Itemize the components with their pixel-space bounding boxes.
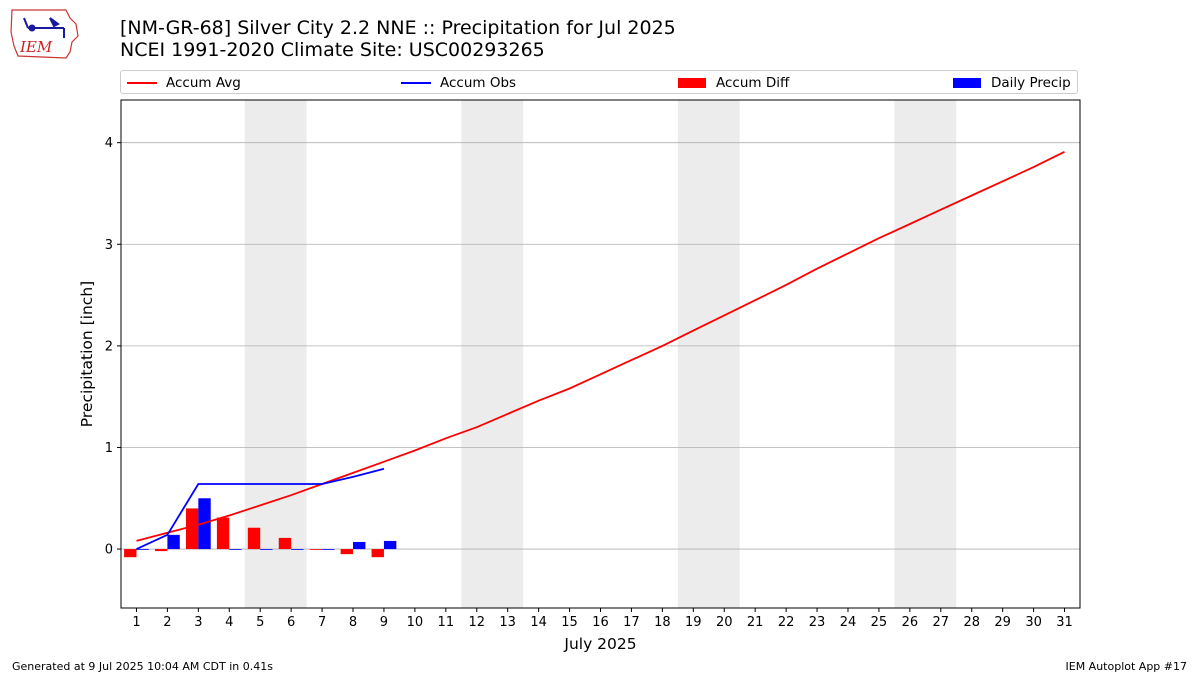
weekend-band [677,100,740,608]
accum-diff-bar [309,549,323,550]
iowa-outline-icon [10,9,79,59]
title-line-2: NCEI 1991-2020 Climate Site: USC00293265 [120,39,545,61]
y-tick-label: 4 [105,136,113,151]
weekend-band [461,100,524,608]
x-tick-label: 4 [225,615,233,630]
x-tick-label: 8 [349,615,357,630]
legend-item-accum-diff: Accum Diff [678,74,789,92]
x-tick-label: 10 [407,615,424,630]
y-tick-label: 1 [105,441,113,456]
x-tick-label: 7 [318,615,326,630]
x-tick-label: 11 [438,615,455,630]
footer-app: IEM Autoplot App #17 [1065,660,1188,673]
x-tick-label: 24 [840,615,857,630]
x-axis-label: July 2025 [563,635,636,653]
daily-precip-bar [322,549,335,550]
accum-diff-bar [155,549,168,552]
footer-generated: Generated at 9 Jul 2025 10:04 AM CDT in … [12,660,273,673]
daily-precip-bar [136,549,149,550]
x-tick-label: 13 [499,615,516,630]
daily-precip-bar [260,549,273,550]
legend-swatch [127,82,157,84]
weekend-band [894,100,957,608]
x-tick-label: 1 [132,615,140,630]
x-tick-label: 21 [747,615,764,630]
accum-avg-line [136,150,1065,542]
y-tick-label: 0 [105,543,113,558]
legend-item-accum-obs: Accum Obs [401,74,516,92]
x-tick-label: 25 [871,615,888,630]
accum-diff-bar [247,527,261,550]
accum-diff-bar [371,549,384,558]
x-tick-label: 15 [561,615,578,630]
x-tick-label: 17 [623,615,640,630]
x-tick-label: 27 [933,615,950,630]
accum-diff-bar [185,508,199,550]
x-tick-label: 5 [256,615,264,630]
x-tick-label: 30 [1025,615,1042,630]
weekend-band [244,100,307,608]
x-tick-label: 12 [468,615,485,630]
x-tick-label: 3 [194,615,202,630]
x-tick-label: 14 [530,615,547,630]
daily-precip-bar [353,541,366,550]
y-axis-label: Precipitation [inch] [78,281,96,427]
accum-diff-bar [278,537,292,550]
x-tick-label: 22 [778,615,795,630]
x-tick-label: 19 [685,615,702,630]
legend-swatch [401,82,431,84]
x-tick-label: 18 [654,615,671,630]
legend-label: Daily Precip [991,75,1071,91]
legend-label: Accum Obs [440,75,517,91]
x-tick-label: 16 [592,615,609,630]
accum-diff-bar [124,549,137,558]
logo-text: IEM [19,38,53,56]
x-tick-label: 20 [716,615,733,630]
title-line-1: [NM-GR-68] Silver City 2.2 NNE :: Precip… [120,17,676,39]
x-tick-label: 6 [287,615,295,630]
accum-diff-bar [216,517,230,550]
accum-diff-bar [340,549,354,555]
y-tick-label: 2 [105,339,113,354]
accum-obs-line [136,467,385,550]
x-tick-label: 31 [1056,615,1073,630]
x-tick-label: 2 [163,615,171,630]
daily-precip-bar [291,549,304,550]
daily-precip-bar [383,540,397,550]
x-tick-label: 9 [380,615,388,630]
daily-precip-bar [229,549,242,550]
legend-label: Accum Avg [166,75,241,91]
legend: Accum Avg Accum Obs Accum Diff Daily Pre… [120,70,1078,94]
legend-item-accum-avg: Accum Avg [127,74,241,92]
iem-logo: IEM [10,9,79,59]
legend-label: Accum Diff [716,75,790,91]
x-tick-label: 23 [809,615,826,630]
x-tick-label: 29 [994,615,1011,630]
chart-title: [NM-GR-68] Silver City 2.2 NNE :: Precip… [120,17,676,61]
x-tick-label: 26 [902,615,919,630]
legend-swatch [953,78,981,88]
x-tick-label: 28 [963,615,980,630]
legend-item-daily-precip: Daily Precip [953,74,1071,92]
daily-precip-bar [167,534,180,550]
y-tick-label: 3 [105,238,113,253]
weather-station-icon [23,17,65,38]
legend-swatch [678,78,706,88]
